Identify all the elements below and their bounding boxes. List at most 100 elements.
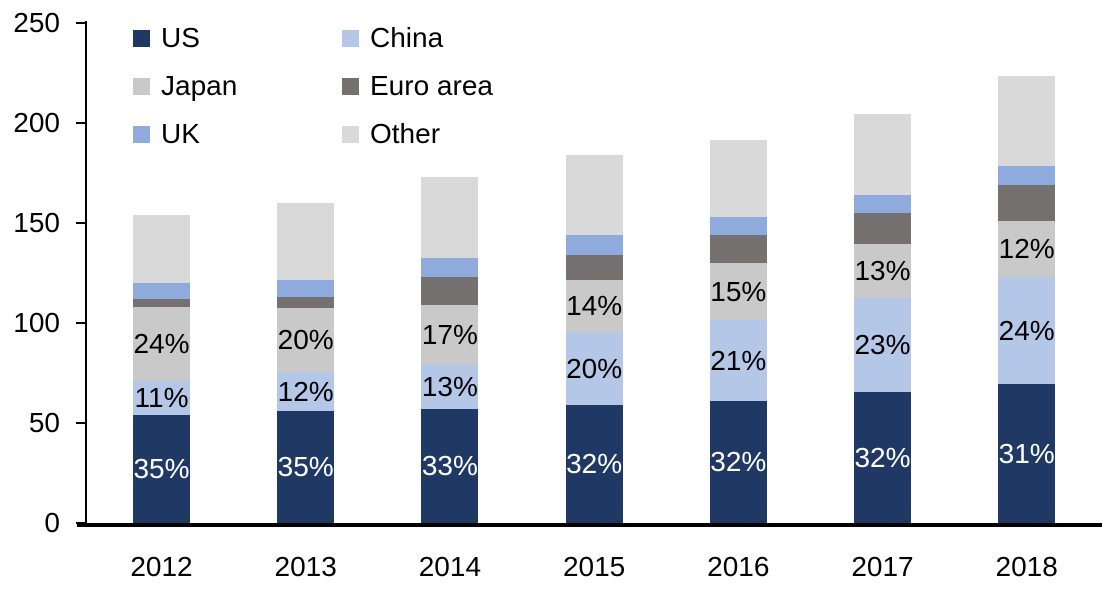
y-axis-tick-50 [76, 422, 85, 424]
legend-label-other: Other [370, 118, 441, 149]
x-axis-label-2014: 2014 [418, 551, 482, 582]
segment-uk-2016 [709, 217, 767, 235]
segment-china-2018: 24% [998, 277, 1056, 384]
bar-2013: 20% 12% 35% [277, 203, 335, 523]
bar-2016: 15% 21% 32% [709, 140, 767, 523]
y-axis-tick-150 [76, 222, 85, 224]
segment-us-2015: 32% [565, 405, 623, 523]
segment-label-japan-2014: 17% [421, 318, 478, 350]
segment-label-us-2012: 35% [133, 453, 190, 484]
legend-label-china: China [370, 22, 444, 53]
segment-label-us-2015: 32% [566, 448, 623, 479]
segment-other-2016 [709, 140, 767, 217]
segment-label-china-2014: 13% [421, 370, 478, 402]
y-axis-label-250: 250 [13, 7, 60, 38]
segment-uk-2017 [854, 195, 911, 213]
segment-china-2015: 20% [565, 332, 623, 405]
segment-us-2013: 35% [277, 411, 335, 523]
segment-label-us-2016: 32% [710, 446, 767, 477]
segment-label-china-2016: 21% [710, 344, 767, 376]
bar-2014: 17% 13% 33% [421, 177, 479, 523]
segment-label-us-2013: 35% [277, 451, 334, 482]
segment-euro-area-2014 [421, 277, 479, 305]
legend-item-euro-area: Euro area [342, 72, 493, 100]
segment-other-2018 [998, 76, 1056, 166]
legend-item-uk: UK [133, 120, 342, 148]
x-axis-line [77, 523, 1102, 527]
y-axis-tick-0 [76, 522, 85, 524]
segment-uk-2018 [998, 166, 1056, 185]
segment-japan-2018: 12% [998, 221, 1056, 277]
segment-us-2016: 32% [709, 401, 767, 523]
segment-label-japan-2015: 14% [566, 290, 623, 321]
legend-item-japan: Japan [133, 72, 342, 100]
segment-japan-2016: 15% [709, 263, 767, 320]
x-axis-label-2015: 2015 [562, 551, 626, 582]
segment-euro-area-2012 [133, 299, 190, 307]
segment-china-2014: 13% [421, 364, 479, 409]
bar-2018: 12% 24% 31% [998, 76, 1056, 523]
bar-2017: 13% 23% 32% [854, 114, 911, 523]
segment-uk-2013 [277, 280, 335, 297]
segment-other-2012 [133, 215, 190, 283]
legend-label-euro-area: Euro area [370, 70, 493, 101]
segment-label-china-2018: 24% [998, 314, 1055, 346]
x-axis-label-2012: 2012 [130, 551, 193, 582]
segment-euro-area-2013 [277, 297, 335, 308]
bar-2015: 14% 20% 32% [565, 155, 623, 523]
segment-us-2018: 31% [998, 384, 1056, 523]
y-axis-tick-250 [76, 22, 85, 24]
segment-label-us-2018: 31% [998, 437, 1055, 469]
segment-other-2013 [277, 203, 335, 280]
legend-swatch-other-icon [342, 125, 359, 143]
legend-swatch-euro-area-icon [342, 77, 359, 95]
legend-item-other: Other [342, 120, 493, 148]
segment-euro-area-2015 [565, 255, 623, 280]
segment-label-us-2017: 32% [854, 441, 911, 473]
y-axis-line [85, 21, 87, 527]
y-axis-label-50: 50 [28, 407, 60, 438]
segment-other-2015 [565, 155, 623, 235]
segment-euro-area-2016 [709, 235, 767, 263]
segment-label-china-2015: 20% [566, 352, 623, 384]
legend-swatch-china-icon [342, 29, 359, 47]
legend-swatch-japan-icon [133, 77, 150, 95]
segment-other-2017 [854, 114, 911, 195]
legend-swatch-us-icon [133, 29, 150, 47]
segment-euro-area-2017 [854, 213, 911, 244]
segment-japan-2017: 13% [854, 244, 911, 298]
x-axis-label-2013: 2013 [274, 551, 337, 582]
segment-label-china-2017: 23% [854, 329, 911, 360]
segment-japan-2013: 20% [277, 308, 335, 372]
y-axis-label-0: 0 [44, 507, 60, 538]
segment-china-2013: 12% [277, 372, 335, 411]
legend-label-us: US [161, 22, 200, 53]
y-axis-label-200: 200 [13, 107, 60, 138]
legend-item-us: US [133, 24, 342, 52]
x-axis-label-2017: 2017 [851, 551, 914, 582]
legend-item-china: China [342, 24, 493, 52]
segment-label-japan-2017: 13% [854, 255, 911, 286]
segment-label-us-2014: 33% [421, 450, 478, 481]
legend-label-japan: Japan [161, 70, 238, 101]
segment-label-japan-2012: 24% [133, 328, 190, 359]
y-axis-label-150: 150 [13, 207, 60, 238]
segment-japan-2012: 24% [133, 307, 190, 381]
x-axis-label-2016: 2016 [707, 551, 770, 582]
segment-china-2012: 11% [133, 381, 190, 415]
segment-other-2014 [421, 177, 479, 258]
segment-label-china-2012: 11% [134, 382, 189, 413]
y-axis-tick-200 [76, 122, 85, 124]
segment-label-japan-2016: 15% [710, 275, 767, 307]
y-axis-tick-100 [76, 322, 85, 324]
segment-euro-area-2018 [998, 185, 1056, 221]
chart-legend: US China Japan Euro area UK Other [133, 24, 493, 148]
segment-uk-2012 [133, 283, 190, 299]
segment-japan-2014: 17% [421, 305, 479, 364]
legend-label-uk: UK [161, 118, 200, 149]
segment-japan-2015: 14% [565, 280, 623, 332]
segment-us-2017: 32% [854, 392, 911, 523]
bar-2012: 24% 11% 35% [133, 215, 190, 523]
legend-swatch-uk-icon [133, 125, 150, 143]
